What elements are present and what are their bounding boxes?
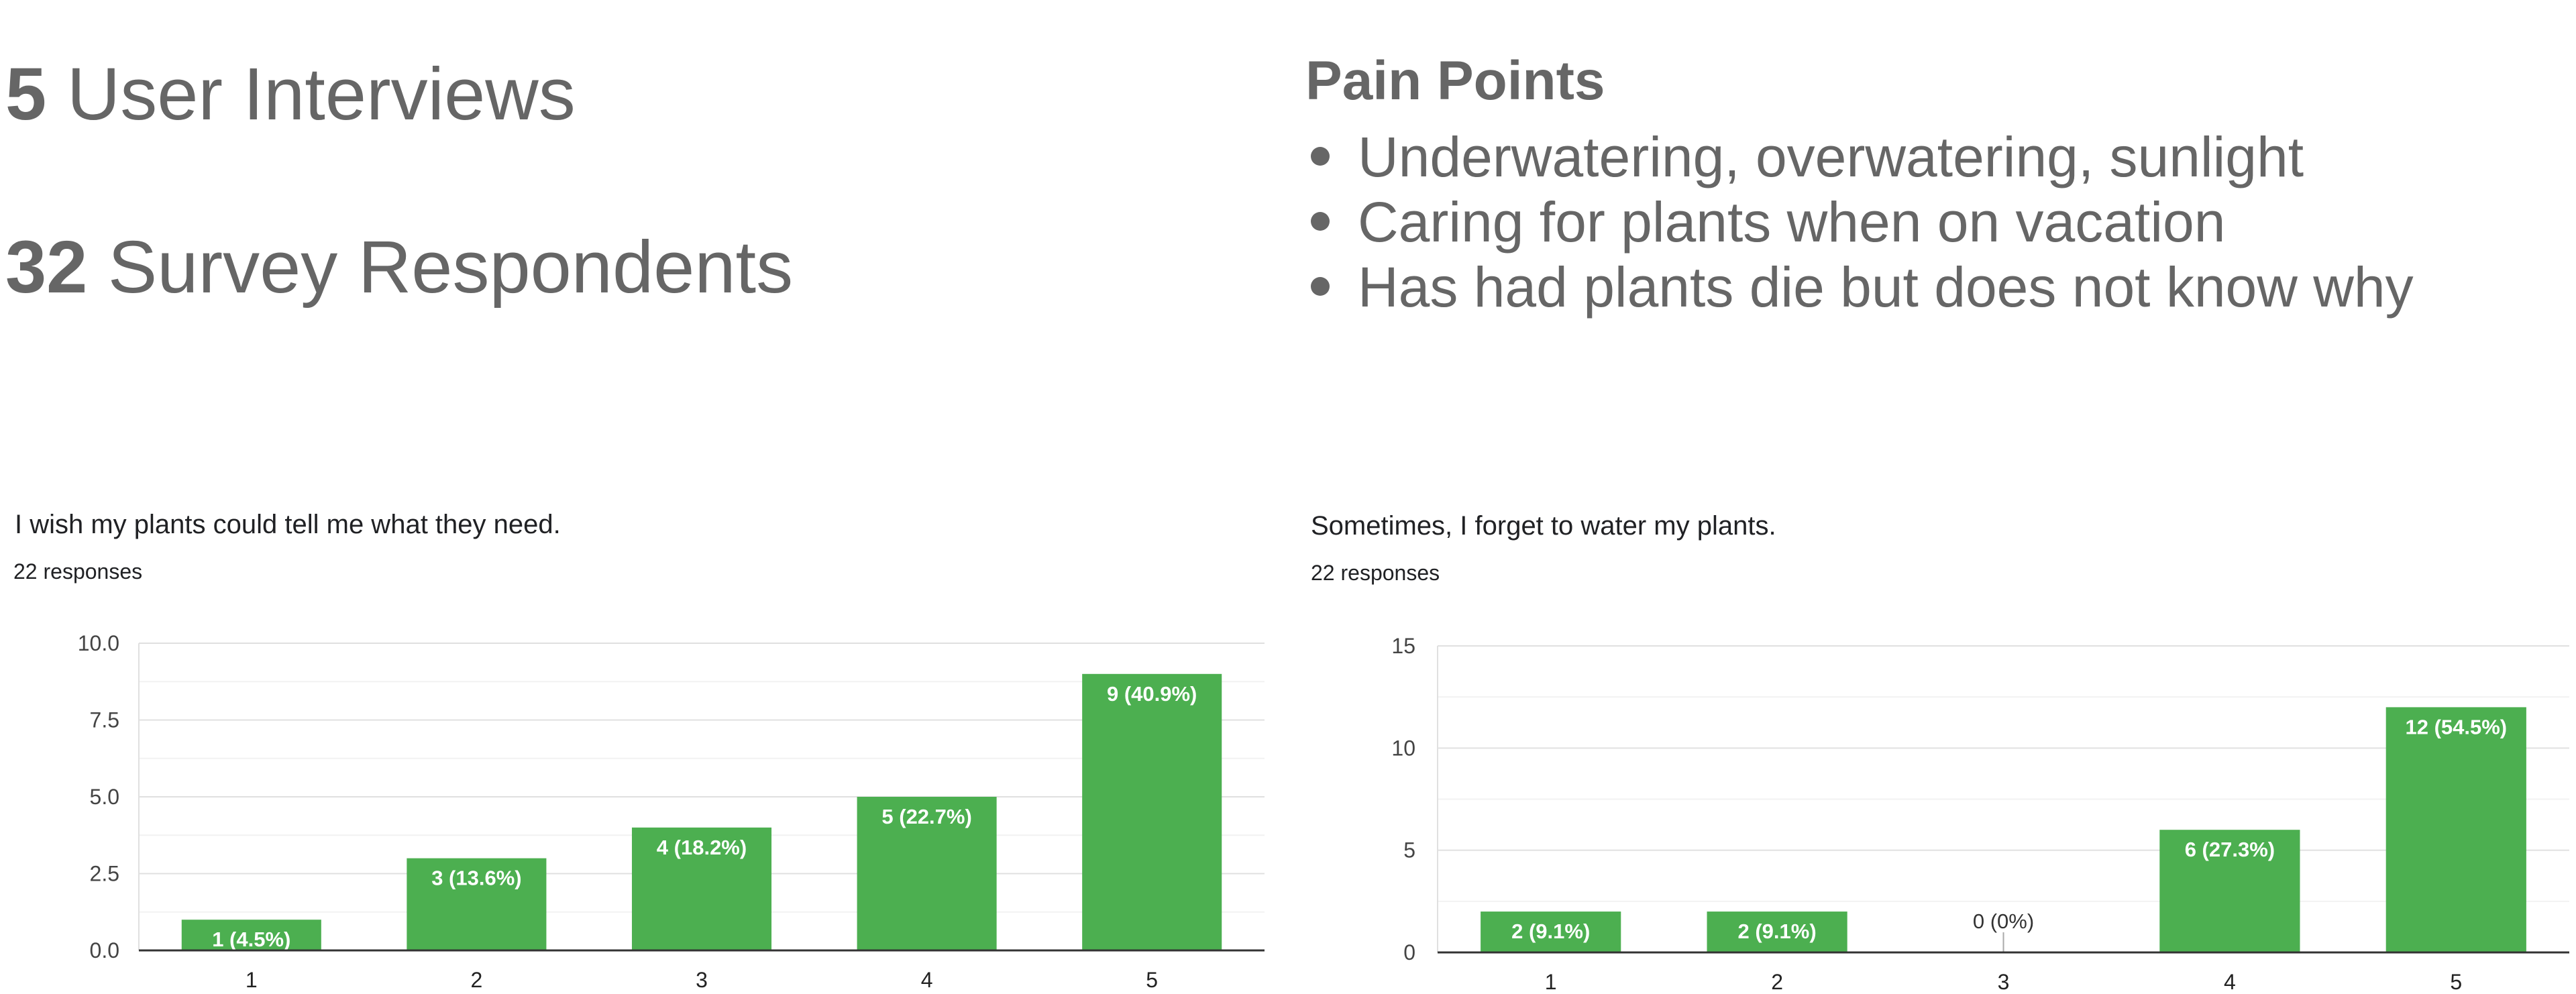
y-tick-label: 15 (1391, 634, 1415, 658)
bar-4 (857, 797, 997, 950)
bar-data-label: 1 (4.5%) (212, 928, 290, 951)
stat-number: 32 (5, 226, 88, 309)
stat-user-interviews: 5 User Interviews (5, 58, 576, 131)
x-tick-label: 2 (1771, 970, 1783, 994)
bar-data-label: 3 (13.6%) (431, 867, 521, 890)
stat-number: 5 (5, 53, 47, 135)
stat-label: User Interviews (66, 53, 576, 135)
bar-2 (1707, 912, 1847, 952)
bar-2 (407, 858, 547, 950)
y-tick-label: 10 (1391, 736, 1415, 760)
x-tick-label: 2 (471, 968, 483, 992)
x-tick-label: 3 (1998, 970, 2010, 994)
bar-data-label: 4 (18.2%) (657, 836, 747, 859)
y-tick-label: 0 (1403, 940, 1415, 964)
chart-2-subtitle: 22 responses (1311, 561, 1440, 585)
pain-points-title: Pain Points (1305, 50, 1605, 111)
bar-5 (2385, 707, 2526, 952)
x-tick-label: 4 (921, 968, 933, 992)
y-tick-label: 7.5 (90, 708, 119, 732)
chart-1-title: I wish my plants could tell me what they… (15, 510, 561, 539)
bar-1 (181, 920, 321, 950)
bar-3 (631, 827, 772, 950)
pain-point-item: Underwatering, overwatering, sunlight (1305, 125, 2414, 190)
bar-chart-2: 0 5 10 15 2 (9.1%) 1 2 (9.1%) 2 0 (0%) 3 6 (27.3%)… (1391, 634, 2569, 994)
bar-data-label: 12 (54.5%) (2405, 715, 2507, 738)
x-tick-label: 1 (246, 968, 258, 992)
chart-2-title: Sometimes, I forget to water my plants. (1311, 511, 1776, 541)
pain-points: Pain Points Underwatering, overwatering,… (1305, 54, 2414, 320)
x-tick-label: 5 (2450, 970, 2462, 994)
y-tick-label: 5.0 (90, 785, 119, 809)
stat-survey-respondents: 32 Survey Respondents (5, 231, 793, 305)
chart-1-subtitle: 22 responses (13, 559, 143, 584)
bar-1 (1481, 912, 1621, 952)
x-tick-label: 5 (1146, 968, 1158, 992)
x-tick-label: 3 (696, 968, 708, 992)
pain-points-list: Underwatering, overwatering, sunlight Ca… (1305, 125, 2414, 320)
bar-4 (2159, 830, 2300, 952)
x-tick-label: 4 (2224, 970, 2236, 994)
y-tick-label: 5 (1403, 838, 1415, 863)
y-tick-label: 10.0 (78, 631, 119, 655)
bar-data-label: 2 (9.1%) (1511, 920, 1590, 943)
bar-5 (1082, 673, 1222, 950)
bar-chart-1: 0.0 2.5 5.0 7.5 10.0 1 (4.5%) 1 3 (13.6%) 2 4 (18… (78, 631, 1265, 992)
x-tick-label: 1 (1545, 970, 1557, 994)
bar-data-label: 0 (0%) (1973, 909, 2034, 933)
bar-data-label: 9 (40.9%) (1107, 682, 1197, 706)
pain-point-item: Caring for plants when on vacation (1305, 190, 2414, 255)
bar-data-label: 6 (27.3%) (2185, 838, 2275, 861)
bar-data-label: 2 (9.1%) (1738, 920, 1817, 943)
pain-point-item: Has had plants die but does not know why (1305, 255, 2414, 320)
y-tick-label: 2.5 (90, 862, 119, 886)
y-tick-label: 0.0 (90, 938, 119, 962)
stat-label: Survey Respondents (107, 226, 794, 309)
bar-data-label: 5 (22.7%) (881, 805, 971, 828)
